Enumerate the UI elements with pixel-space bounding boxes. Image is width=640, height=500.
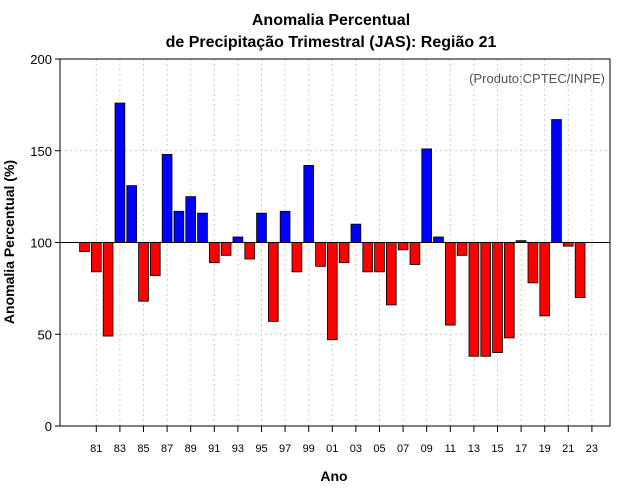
bar-94 <box>244 242 256 260</box>
bar-20 <box>551 119 562 243</box>
bar-07 <box>397 242 409 251</box>
bar-08 <box>409 242 421 265</box>
bar-83 <box>114 102 126 243</box>
x-tick-label-13: 13 <box>468 443 480 455</box>
bar-95 <box>256 212 267 243</box>
bar-05 <box>374 242 385 273</box>
bar-09 <box>421 148 432 243</box>
bar-06 <box>385 242 397 306</box>
y-axis-label: Anomalia Percentual (%) <box>1 160 17 324</box>
bar-82 <box>102 242 114 337</box>
bar-92 <box>220 242 232 256</box>
x-tick-label-15: 15 <box>491 443 503 455</box>
bar-12 <box>456 242 468 256</box>
bar-88 <box>173 210 185 243</box>
x-tick-label-21: 21 <box>562 443 574 455</box>
x-axis-label: Ano <box>320 468 347 484</box>
x-tick-label-23: 23 <box>586 443 598 455</box>
bar-89 <box>185 196 197 243</box>
y-tick-label-150: 150 <box>30 144 52 159</box>
bar-84 <box>126 185 138 243</box>
x-axis-ticks: 81 83 85 87 89 91 93 95 97 99 01 03 05 07 09 11 13 15 17 19… <box>90 426 598 455</box>
x-tick-label-09: 09 <box>421 443 433 455</box>
x-tick-label-81: 81 <box>90 443 102 455</box>
bar-19 <box>539 242 550 317</box>
credit-text: (Produto:CPTEC/INPE) <box>469 71 605 86</box>
bar-16 <box>503 242 515 339</box>
x-tick-label-17: 17 <box>515 443 527 455</box>
x-tick-label-99: 99 <box>303 443 315 455</box>
chart-title-line-1: Anomalia Percentual <box>252 12 410 29</box>
bar-00 <box>315 242 326 267</box>
bar-02 <box>338 242 350 264</box>
x-tick-label-07: 07 <box>397 443 409 455</box>
bar-15 <box>492 242 503 353</box>
bar-97 <box>279 210 291 243</box>
y-tick-label-0: 0 <box>45 419 52 434</box>
y-tick-label-50: 50 <box>38 327 52 342</box>
bar-10 <box>433 236 444 243</box>
bar-81 <box>91 242 102 273</box>
x-tick-label-85: 85 <box>137 443 149 455</box>
bar-01 <box>326 242 338 341</box>
x-tick-label-87: 87 <box>161 443 173 455</box>
x-tick-label-95: 95 <box>255 443 267 455</box>
x-tick-label-01: 01 <box>326 443 338 455</box>
bar-85 <box>138 242 149 302</box>
bar-03 <box>350 223 362 243</box>
bar-11 <box>444 242 456 326</box>
y-tick-label-100: 100 <box>30 236 52 251</box>
bar-21 <box>563 242 574 247</box>
bar-13 <box>468 242 480 357</box>
x-tick-label-05: 05 <box>373 443 385 455</box>
bars <box>79 102 586 357</box>
x-tick-label-89: 89 <box>185 443 197 455</box>
bar-87 <box>161 154 173 243</box>
y-axis-ticks: 0 50 100 150 200 <box>30 52 60 434</box>
bar-18 <box>527 242 539 284</box>
bar-99 <box>303 165 314 243</box>
x-tick-label-03: 03 <box>350 443 362 455</box>
bar-93 <box>232 236 244 243</box>
bar-98 <box>291 242 303 273</box>
x-tick-label-97: 97 <box>279 443 291 455</box>
bar-80 <box>79 242 90 253</box>
bar-22 <box>574 242 586 298</box>
x-tick-label-83: 83 <box>114 443 126 455</box>
x-tick-label-93: 93 <box>232 443 244 455</box>
bar-91 <box>208 242 220 264</box>
bar-04 <box>362 242 373 273</box>
x-tick-label-19: 19 <box>539 443 551 455</box>
bar-14 <box>480 242 491 357</box>
bar-90 <box>197 212 208 243</box>
y-tick-label-200: 200 <box>30 52 52 67</box>
chart-title-line-2: de Precipitação Trimestral (JAS): Região… <box>166 34 497 51</box>
bar-86 <box>149 242 161 276</box>
x-tick-label-11: 11 <box>445 443 456 455</box>
x-tick-label-91: 91 <box>208 443 220 455</box>
bar-96 <box>267 242 279 322</box>
